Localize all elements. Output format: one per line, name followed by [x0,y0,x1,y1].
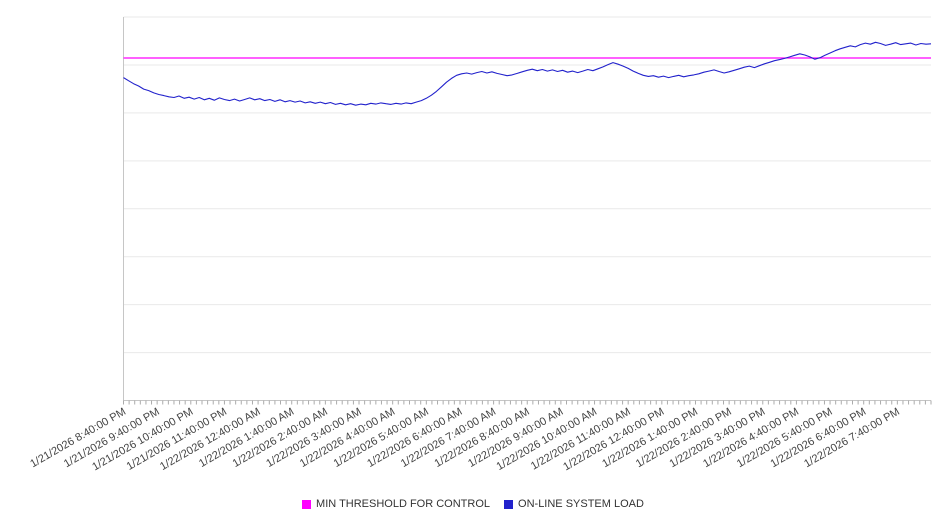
chart-legend: MIN THRESHOLD FOR CONTROL ON-LINE SYSTEM… [0,498,946,510]
system-load-swatch [504,499,514,509]
line-chart: 1/21/2026 8:40:00 PM1/21/2026 9:40:00 PM… [28,16,932,473]
system-load-line [123,41,932,106]
legend-item-threshold: MIN THRESHOLD FOR CONTROL [302,498,490,510]
legend-item-system-load: ON-LINE SYSTEM LOAD [504,498,644,510]
legend-label-system-load: ON-LINE SYSTEM LOAD [518,498,644,510]
legend-label-threshold: MIN THRESHOLD FOR CONTROL [316,498,491,510]
threshold-swatch [302,499,312,509]
